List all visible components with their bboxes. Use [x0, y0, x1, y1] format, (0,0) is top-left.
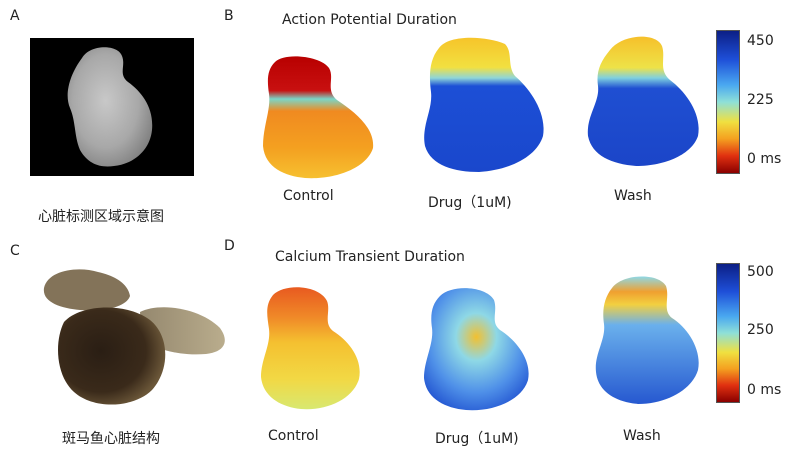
panel-a-caption: 心脏标测区域示意图	[38, 209, 164, 225]
panel-a-letter: A	[10, 8, 20, 24]
panel-d-letter: D	[224, 238, 235, 254]
ctd-colorbar	[716, 263, 740, 403]
ctd-map-drug	[420, 282, 535, 412]
panel-b-title: Action Potential Duration	[282, 12, 457, 28]
apd-colorbar-min: 0 ms	[747, 151, 782, 167]
ctd-colorbar-max: 500	[747, 264, 774, 280]
zebrafish-heart-photo	[30, 262, 235, 412]
apd-colorbar-mid: 225	[747, 92, 774, 108]
apd-map-wash	[580, 30, 705, 170]
heart-mapping-region-image	[30, 38, 194, 176]
panel-c-caption: 斑马鱼心脏结构	[62, 431, 160, 447]
panel-b-letter: B	[224, 8, 234, 24]
panel-b-label-drug: Drug（1uM)	[428, 195, 512, 211]
ctd-colorbar-min: 0 ms	[747, 382, 782, 398]
ctd-map-wash	[590, 270, 705, 410]
ctd-colorbar-mid: 250	[747, 322, 774, 338]
panel-d-label-wash: Wash	[623, 428, 661, 444]
panel-d-title: Calcium Transient Duration	[275, 249, 465, 265]
apd-colorbar-max: 450	[747, 33, 774, 49]
panel-b-label-wash: Wash	[614, 188, 652, 204]
apd-colorbar	[716, 30, 740, 174]
apd-map-drug	[415, 32, 550, 180]
panel-d-label-control: Control	[268, 428, 319, 444]
panel-c-letter: C	[10, 243, 20, 259]
ctd-map-control	[255, 283, 370, 413]
apd-map-control	[255, 50, 385, 180]
panel-d-label-drug: Drug（1uM)	[435, 431, 519, 447]
panel-b-label-control: Control	[283, 188, 334, 204]
